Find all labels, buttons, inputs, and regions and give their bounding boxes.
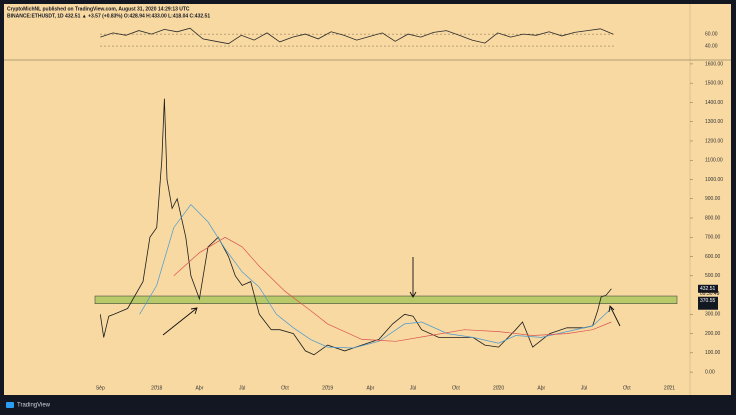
chart-title: CryptoMichNL published on TradingView.co… xyxy=(7,6,190,12)
support-zone xyxy=(94,295,678,304)
y-tick-label: 1500.00 xyxy=(705,81,723,87)
price-label-box xyxy=(698,296,718,310)
price-label: 370.55 xyxy=(700,298,716,304)
arrow xyxy=(608,305,621,327)
x-tick-label: Apr xyxy=(537,385,545,391)
y-tick-label: 40.00 xyxy=(705,43,718,49)
y-tick-label: 1300.00 xyxy=(705,119,723,125)
x-tick-label: Sep xyxy=(96,385,105,391)
y-tick-label: 60.00 xyxy=(705,31,718,37)
chart-subtitle: BINANCE:ETHUSDT, 1D 432.51 ▲ +3.57 (+0.8… xyxy=(7,13,210,19)
background xyxy=(4,4,731,395)
footer-bar xyxy=(0,396,736,415)
annotations xyxy=(162,257,621,336)
x-tick-label: 2021 xyxy=(664,385,675,391)
y-tick-label: 200.00 xyxy=(705,331,721,337)
y-tick-label: 500.00 xyxy=(705,273,721,279)
x-tick-label: Apr xyxy=(366,385,374,391)
x-tick-label: Oct xyxy=(452,385,460,391)
logo-icon xyxy=(6,402,14,408)
y-tick-label: 0.00 xyxy=(705,369,715,375)
price-line xyxy=(100,27,614,45)
y-tick-label: 1200.00 xyxy=(705,138,723,144)
x-tick-label: 2020 xyxy=(493,385,504,391)
moving-average xyxy=(173,236,612,342)
y-tick-label: 100.00 xyxy=(705,350,721,356)
x-tick-label: 2019 xyxy=(322,385,333,391)
x-tick-label: Apr xyxy=(196,385,204,391)
y-tick-label: 1000.00 xyxy=(705,177,723,183)
x-tick-label: Jul xyxy=(239,385,245,391)
price-line xyxy=(99,98,612,356)
y-tick-label: 800.00 xyxy=(705,215,721,221)
price-label: 432.51 xyxy=(700,286,716,292)
arrow xyxy=(409,257,417,298)
y-tick-label: 1600.00 xyxy=(705,61,723,67)
countdown: 09:30:49 xyxy=(700,291,720,297)
arrow xyxy=(162,307,198,336)
y-tick-label: 700.00 xyxy=(705,235,721,241)
price-label-box xyxy=(698,284,718,293)
y-tick-label: 600.00 xyxy=(705,254,721,260)
x-tick-label: Jul xyxy=(581,385,587,391)
x-tick-label: Oct xyxy=(281,385,289,391)
y-tick-label: 300.00 xyxy=(705,312,721,318)
y-tick-label: 1100.00 xyxy=(705,158,723,164)
x-tick-label: 2018 xyxy=(151,385,162,391)
logo-text[interactable]: TradingView xyxy=(17,403,51,409)
moving-average xyxy=(139,203,612,349)
y-tick-label: 1400.00 xyxy=(705,100,723,106)
y-tick-label: 900.00 xyxy=(705,196,721,202)
x-tick-label: Jul xyxy=(410,385,416,391)
x-tick-label: Oct xyxy=(623,385,631,391)
